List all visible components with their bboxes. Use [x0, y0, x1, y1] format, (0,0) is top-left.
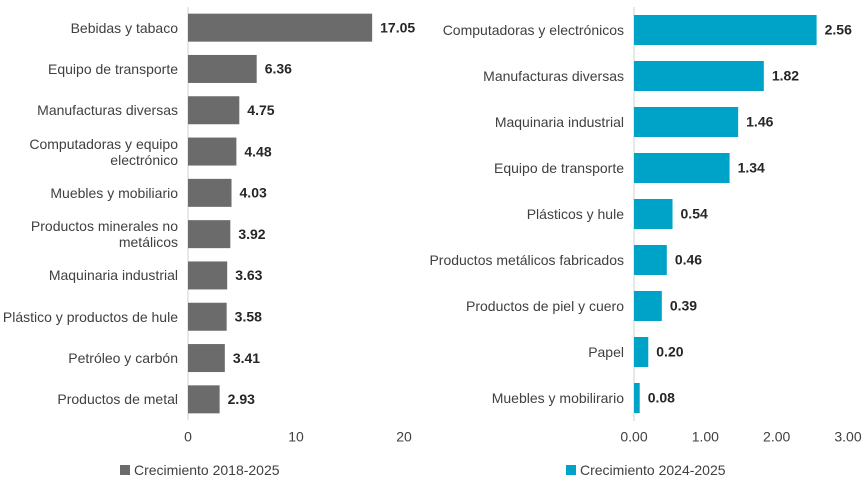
bar [188, 261, 228, 290]
y-tick-label: Productos de metal [57, 391, 178, 408]
value-label: 3.41 [233, 350, 260, 366]
value-label: 3.92 [238, 226, 265, 242]
bar [634, 291, 662, 321]
value-label: 2.56 [825, 22, 852, 38]
value-label: 1.46 [746, 114, 773, 130]
value-label: 0.54 [681, 206, 708, 222]
legend-swatch [566, 465, 576, 475]
bar [634, 61, 764, 91]
value-label: 4.75 [247, 102, 274, 118]
y-tick-label: Muebles y mobilirario [491, 390, 624, 406]
legend-swatch [120, 465, 130, 475]
y-tick-label: Maquinaria industrial [48, 267, 178, 284]
y-tick-label: Computadoras y equipo electrónico [29, 135, 178, 168]
value-label: 17.05 [380, 19, 415, 35]
x-tick-label: 1.00 [692, 429, 719, 445]
value-label: 2.93 [228, 391, 255, 407]
bar [188, 54, 257, 83]
bar [634, 245, 667, 275]
bar [188, 137, 237, 166]
x-tick-label: 0.00 [620, 429, 647, 445]
x-tick-label: 20 [396, 429, 412, 445]
y-tick-label: Plásticos y hule [526, 206, 624, 222]
bar [634, 153, 730, 183]
value-label: 3.63 [235, 267, 262, 283]
value-label: 0.39 [670, 298, 697, 314]
legend-label: Crecimiento 2018-2025 [134, 462, 280, 478]
value-label: 6.36 [265, 61, 292, 77]
bar [188, 178, 232, 207]
y-tick-label: Productos de piel y cuero [466, 298, 624, 314]
y-tick-label: Petróleo y carbón [68, 350, 178, 367]
legend-item: Crecimiento 2018-2025 [120, 461, 280, 479]
x-tick-label: 0 [184, 429, 192, 445]
bar [634, 337, 649, 367]
bar [188, 96, 240, 125]
y-tick-label: Maquinaria industrial [494, 114, 624, 130]
x-tick-label: 2.00 [763, 429, 790, 445]
bar [634, 383, 640, 413]
y-tick-label: Bebidas y tabaco [70, 19, 178, 36]
y-tick-label: Computadoras y electrónicos [442, 22, 624, 38]
x-tick-label: 10 [288, 429, 304, 445]
value-label: 0.46 [675, 252, 702, 268]
bar [634, 15, 817, 45]
value-label: 3.58 [235, 308, 262, 324]
value-label: 4.03 [240, 185, 267, 201]
y-tick-label: Muebles y mobiliario [50, 184, 178, 201]
bar [188, 385, 220, 414]
x-tick-label: 3.00 [834, 429, 861, 445]
y-tick-label: Papel [588, 344, 624, 360]
y-tick-label: Equipo de transporte [48, 60, 178, 77]
bar [634, 199, 673, 229]
bar [188, 220, 231, 249]
value-label: 0.08 [648, 390, 675, 406]
legend-item: Crecimiento 2024-2025 [566, 461, 726, 479]
bar [188, 302, 227, 331]
y-tick-label: Equipo de transporte [494, 160, 624, 176]
y-tick-label: Manufacturas diversas [483, 68, 624, 84]
legend-label: Crecimiento 2024-2025 [580, 462, 726, 478]
y-tick-label: Plástico y productos de hule [2, 308, 178, 325]
bar [188, 13, 373, 42]
bar [188, 344, 225, 373]
y-tick-label: Manufacturas diversas [37, 102, 178, 119]
value-label: 1.34 [738, 160, 765, 176]
value-label: 4.48 [244, 143, 271, 159]
value-label: 1.82 [772, 68, 799, 84]
bar [634, 107, 739, 137]
value-label: 0.20 [656, 344, 683, 360]
y-tick-label: Productos metálicos fabricados [429, 252, 624, 268]
y-tick-label: Productos minerales no metálicos [30, 218, 178, 251]
